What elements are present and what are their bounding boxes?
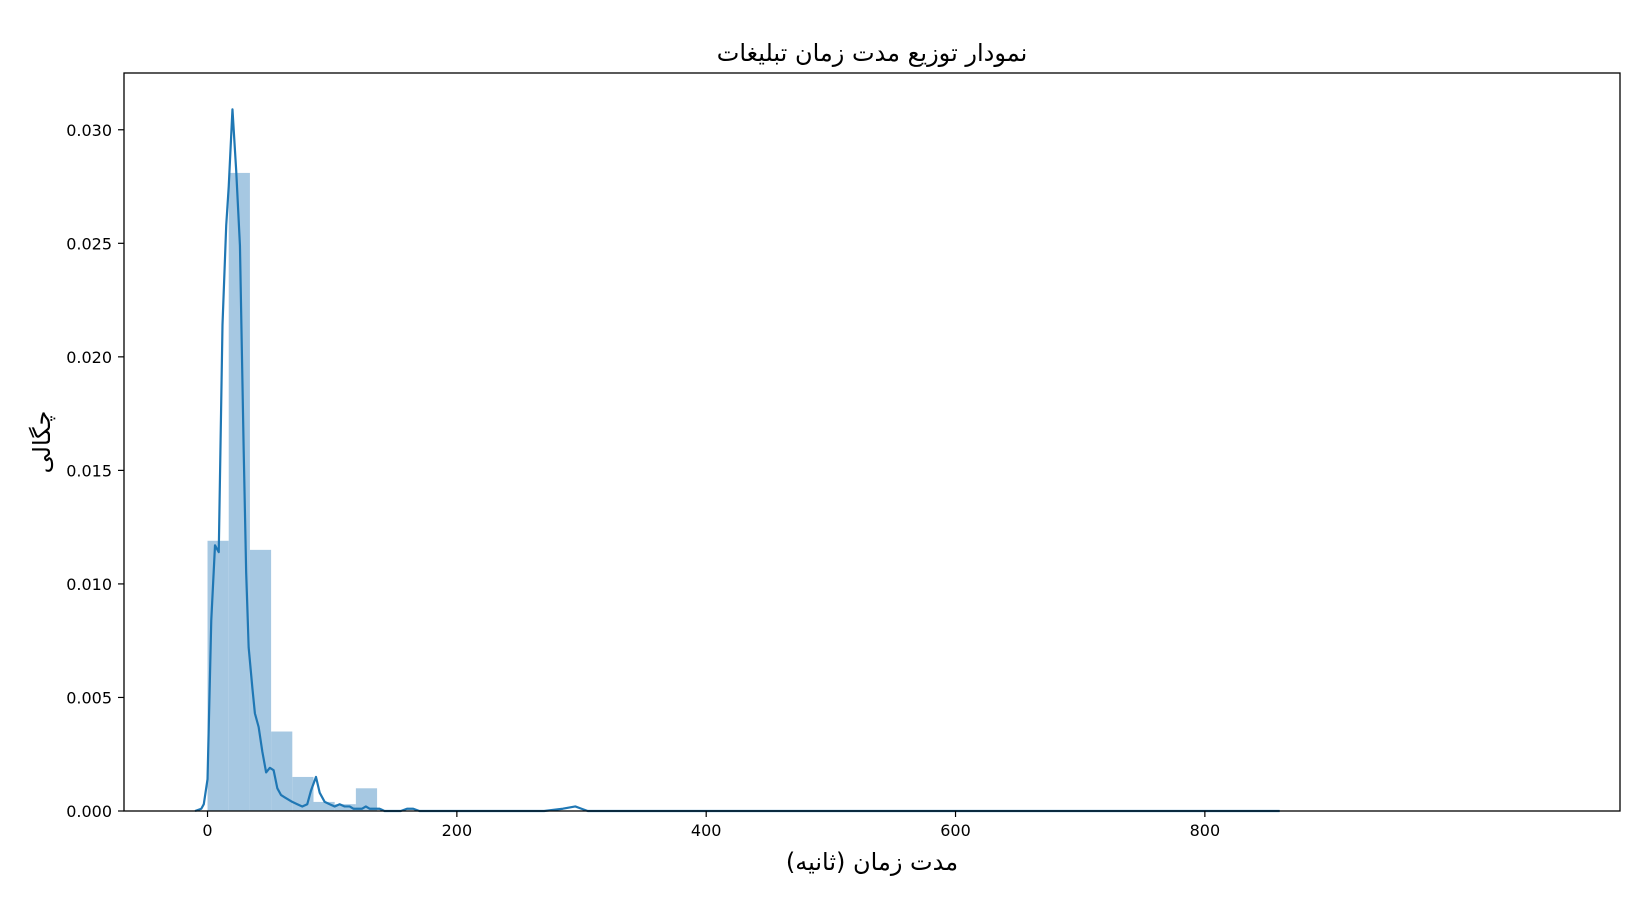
histogram-bar bbox=[313, 801, 335, 811]
x-tick-label: 0 bbox=[202, 821, 212, 840]
x-tick-label: 400 bbox=[691, 821, 722, 840]
x-axis-label: مدت زمان (ثانیه) bbox=[786, 848, 958, 876]
y-tick-label: 0.030 bbox=[66, 121, 112, 140]
plot-frame bbox=[123, 72, 1621, 812]
histogram-bar bbox=[249, 549, 272, 811]
x-tick-label: 800 bbox=[1190, 821, 1221, 840]
histogram-bar bbox=[334, 804, 356, 811]
y-tick-label: 0.025 bbox=[66, 234, 112, 253]
y-tick-label: 0.005 bbox=[66, 688, 112, 707]
chart-title: نمودار توزیع مدت زمان تبلیغات bbox=[717, 39, 1028, 67]
y-axis-label: چگالی bbox=[28, 411, 56, 474]
histogram-bar bbox=[271, 731, 293, 811]
x-tick-label: 600 bbox=[940, 821, 971, 840]
y-tick-label: 0.015 bbox=[66, 461, 112, 480]
x-axis-ticks: 0 200 400 600 800 bbox=[202, 811, 1220, 840]
y-tick-label: 0.020 bbox=[66, 348, 112, 367]
y-axis-ticks: 0.000 0.005 0.010 0.015 0.020 0.025 0.030 bbox=[66, 121, 124, 821]
histogram-bar bbox=[355, 788, 378, 811]
y-tick-label: 0.010 bbox=[66, 575, 112, 594]
histogram-bar bbox=[228, 172, 250, 812]
y-tick-label: 0.000 bbox=[66, 802, 112, 821]
x-tick-label: 200 bbox=[442, 821, 473, 840]
